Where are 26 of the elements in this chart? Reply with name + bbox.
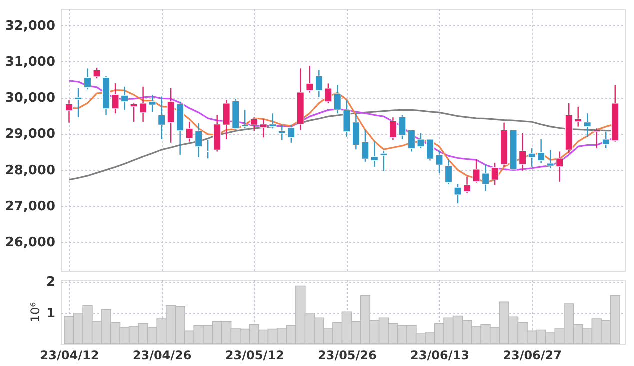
x-tick-label: 23/06/13 bbox=[410, 348, 470, 362]
y-tick-label: 26,000 bbox=[5, 236, 56, 251]
candlestick bbox=[380, 150, 388, 172]
x-tick-label: 23/04/12 bbox=[40, 348, 100, 362]
y-tick-label: 2 bbox=[46, 275, 56, 290]
y-tick-label: 32,000 bbox=[5, 18, 56, 34]
y-tick-label: 30,000 bbox=[5, 91, 56, 106]
candlestick bbox=[84, 68, 92, 90]
x-tick-label: 23/05/12 bbox=[225, 348, 284, 362]
candlestick bbox=[93, 67, 101, 80]
candlestick bbox=[444, 158, 453, 186]
y-tick-label: 31,000 bbox=[5, 54, 56, 70]
y-tick-label: 1 bbox=[46, 306, 56, 322]
y-tick-label: 29,000 bbox=[5, 127, 56, 142]
x-tick-label: 23/06/27 bbox=[503, 348, 562, 362]
candlestick bbox=[306, 65, 314, 94]
y-tick-label: 28,000 bbox=[5, 163, 56, 178]
y-axis-title: 10⁶ bbox=[28, 302, 42, 323]
x-tick-label: 23/05/26 bbox=[318, 348, 377, 362]
candlestick bbox=[65, 100, 74, 124]
candlestick bbox=[74, 88, 82, 118]
y-tick-label: 27,000 bbox=[5, 199, 56, 214]
candlestick bbox=[584, 113, 592, 138]
x-tick-label: 23/04/26 bbox=[132, 348, 192, 362]
candlestick bbox=[593, 128, 601, 150]
candlestick bbox=[204, 140, 212, 160]
